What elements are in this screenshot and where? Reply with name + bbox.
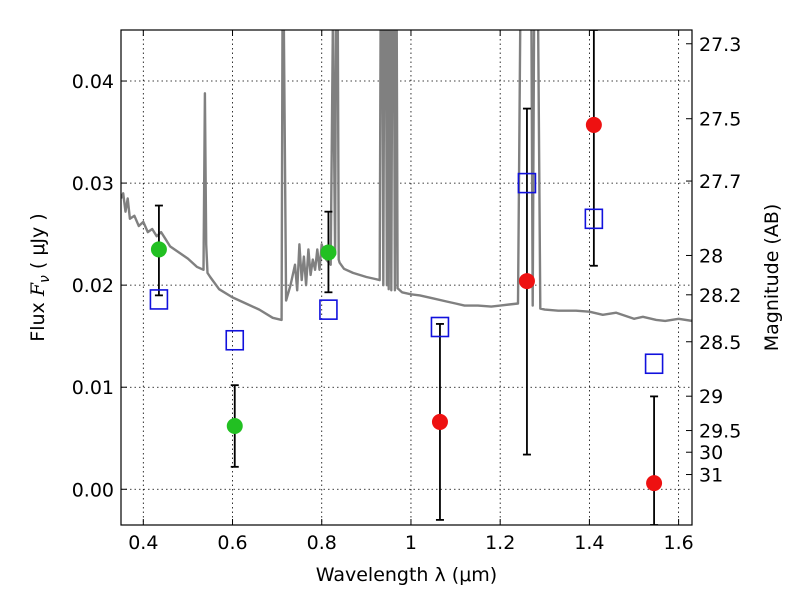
model-photometry-square xyxy=(584,208,604,230)
x-tick-label: 1.2 xyxy=(485,532,515,554)
model-photometry-square xyxy=(225,329,245,351)
model-photometry-square xyxy=(319,299,338,320)
model-photometry-square xyxy=(149,289,169,310)
mag-tick-label: 29.5 xyxy=(699,421,741,443)
mag-tick-label: 28 xyxy=(699,245,723,267)
y-tick-label: 0.04 xyxy=(72,71,114,93)
y-tick-label: 0.03 xyxy=(72,173,114,195)
non-detection-point xyxy=(585,116,602,133)
x-tick-label: 0.6 xyxy=(217,532,247,554)
mag-tick-label: 28.5 xyxy=(699,332,741,354)
y-tick-label: 0.02 xyxy=(72,275,114,297)
plot-frame xyxy=(120,29,693,526)
y-axis-title-subscript: ν xyxy=(37,275,53,283)
y-tick-label: 0.00 xyxy=(72,479,114,501)
model-spectrum-line xyxy=(121,30,692,323)
non-detection-point xyxy=(431,413,448,430)
mag-tick-label: 29 xyxy=(699,386,723,408)
model-photometry-square xyxy=(644,353,664,375)
y-axis-title-symbol: F xyxy=(27,282,49,297)
model-photometry-square xyxy=(430,316,450,338)
mag-tick-label: 27.5 xyxy=(699,109,741,131)
mag-tick-label: 30 xyxy=(699,442,723,464)
mag-tick-label: 31 xyxy=(699,465,723,487)
y-axis-title: Flux Fν ( μJy ) xyxy=(27,213,53,341)
plot-area xyxy=(121,30,692,525)
y-axis-title-unit: ( μJy ) xyxy=(27,213,49,275)
detection-point xyxy=(150,241,167,258)
model-photometry-square xyxy=(517,172,537,194)
x-axis-title: Wavelength λ (μm) xyxy=(316,564,497,586)
non-detection-point xyxy=(646,475,663,492)
y-axis-title-prefix: Flux xyxy=(27,296,49,342)
x-tick-label: 1 xyxy=(405,532,417,554)
right-axis-title: Magnitude (AB) xyxy=(761,204,783,352)
non-detection-point xyxy=(518,273,535,290)
x-tick-label: 1.4 xyxy=(574,532,604,554)
grid xyxy=(121,30,692,525)
mag-tick-label: 27.3 xyxy=(699,34,741,56)
ticks: 0.4 0.6 0.8 1 1.2 1.4 1.6 0.00 0.01 0.02 0.03 0.04 2… xyxy=(72,30,741,554)
mag-tick-label: 27.7 xyxy=(699,171,741,193)
x-tick-label: 1.6 xyxy=(664,532,694,554)
x-tick-label: 0.4 xyxy=(128,532,158,554)
x-tick-label: 0.8 xyxy=(307,532,337,554)
detection-point xyxy=(320,244,337,261)
mag-tick-label: 28.2 xyxy=(699,285,741,307)
detection-point xyxy=(226,418,243,434)
y-tick-label: 0.01 xyxy=(72,377,114,399)
